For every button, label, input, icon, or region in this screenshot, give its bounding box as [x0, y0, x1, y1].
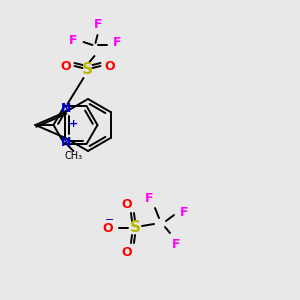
Text: N: N [61, 101, 72, 115]
Text: F: F [180, 206, 188, 220]
Text: N: N [61, 136, 72, 148]
Text: CH₃: CH₃ [64, 151, 82, 161]
Text: O: O [122, 197, 132, 211]
Text: −: − [105, 215, 115, 225]
Text: S: S [130, 220, 140, 236]
Text: O: O [122, 245, 132, 259]
Text: O: O [60, 59, 71, 73]
Text: F: F [69, 34, 78, 46]
Text: F: F [94, 19, 103, 32]
Text: O: O [103, 221, 113, 235]
Text: F: F [172, 238, 180, 250]
Text: F: F [145, 191, 153, 205]
Text: F: F [113, 37, 122, 50]
Text: O: O [104, 59, 115, 73]
Text: +: + [69, 119, 78, 129]
Text: S: S [82, 62, 93, 77]
